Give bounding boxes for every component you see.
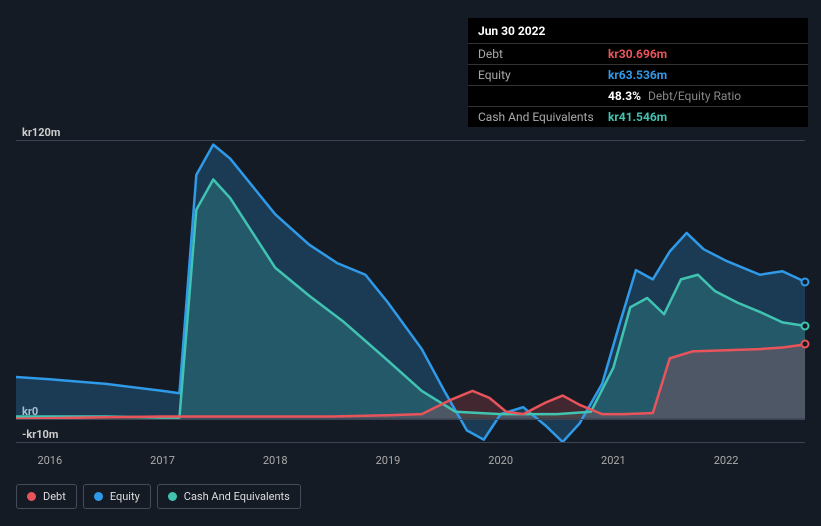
tooltip-row: Cash And Equivalentskr41.546m (468, 107, 808, 127)
x-axis-label: 2020 (488, 454, 513, 467)
x-axis-label: 2017 (150, 454, 175, 467)
y-axis-label: kr120m (22, 126, 60, 139)
legend-label: Equity (110, 490, 140, 503)
gridline (16, 442, 805, 443)
tooltip-row: Equitykr63.536m (468, 65, 808, 86)
x-axis-label: 2016 (37, 454, 62, 467)
legend-label: Debt (43, 490, 66, 503)
x-axis-label: 2018 (263, 454, 288, 467)
tooltip-row: Debtkr30.696m (468, 44, 808, 65)
tooltip-row-label (478, 89, 608, 103)
tooltip-row-label: Equity (478, 68, 608, 82)
tooltip-row-value: kr63.536m (608, 68, 667, 82)
tooltip-row-value: 48.3% Debt/Equity Ratio (608, 89, 741, 103)
tooltip-row-value: kr30.696m (608, 47, 667, 61)
legend-label: Cash And Equivalents (184, 490, 290, 503)
tooltip-row-value: kr41.546m (608, 110, 667, 124)
series-end-dot (801, 321, 810, 330)
legend-dot-icon (94, 492, 103, 501)
legend-item-debt[interactable]: Debt (16, 484, 77, 509)
tooltip-row: 48.3% Debt/Equity Ratio (468, 86, 808, 107)
tooltip-row-label: Debt (478, 47, 608, 61)
chart-plot[interactable] (16, 140, 805, 442)
tooltip-card: Jun 30 2022 Debtkr30.696mEquitykr63.536m… (468, 18, 808, 127)
gridline (16, 419, 805, 420)
legend-item-equity[interactable]: Equity (83, 484, 151, 509)
tooltip-row-label: Cash And Equivalents (478, 110, 608, 124)
series-end-dot (801, 340, 810, 349)
gridline (16, 140, 805, 141)
legend-dot-icon (168, 492, 177, 501)
tooltip-row-extra: Debt/Equity Ratio (645, 89, 741, 103)
x-axis-label: 2019 (376, 454, 401, 467)
tooltip-date: Jun 30 2022 (468, 18, 808, 44)
series-end-dot (801, 277, 810, 286)
legend-dot-icon (27, 492, 36, 501)
x-axis-label: 2022 (714, 454, 739, 467)
legend-item-cash-and-equivalents[interactable]: Cash And Equivalents (157, 484, 301, 509)
legend: Debt Equity Cash And Equivalents (16, 484, 301, 509)
x-axis-label: 2021 (601, 454, 626, 467)
